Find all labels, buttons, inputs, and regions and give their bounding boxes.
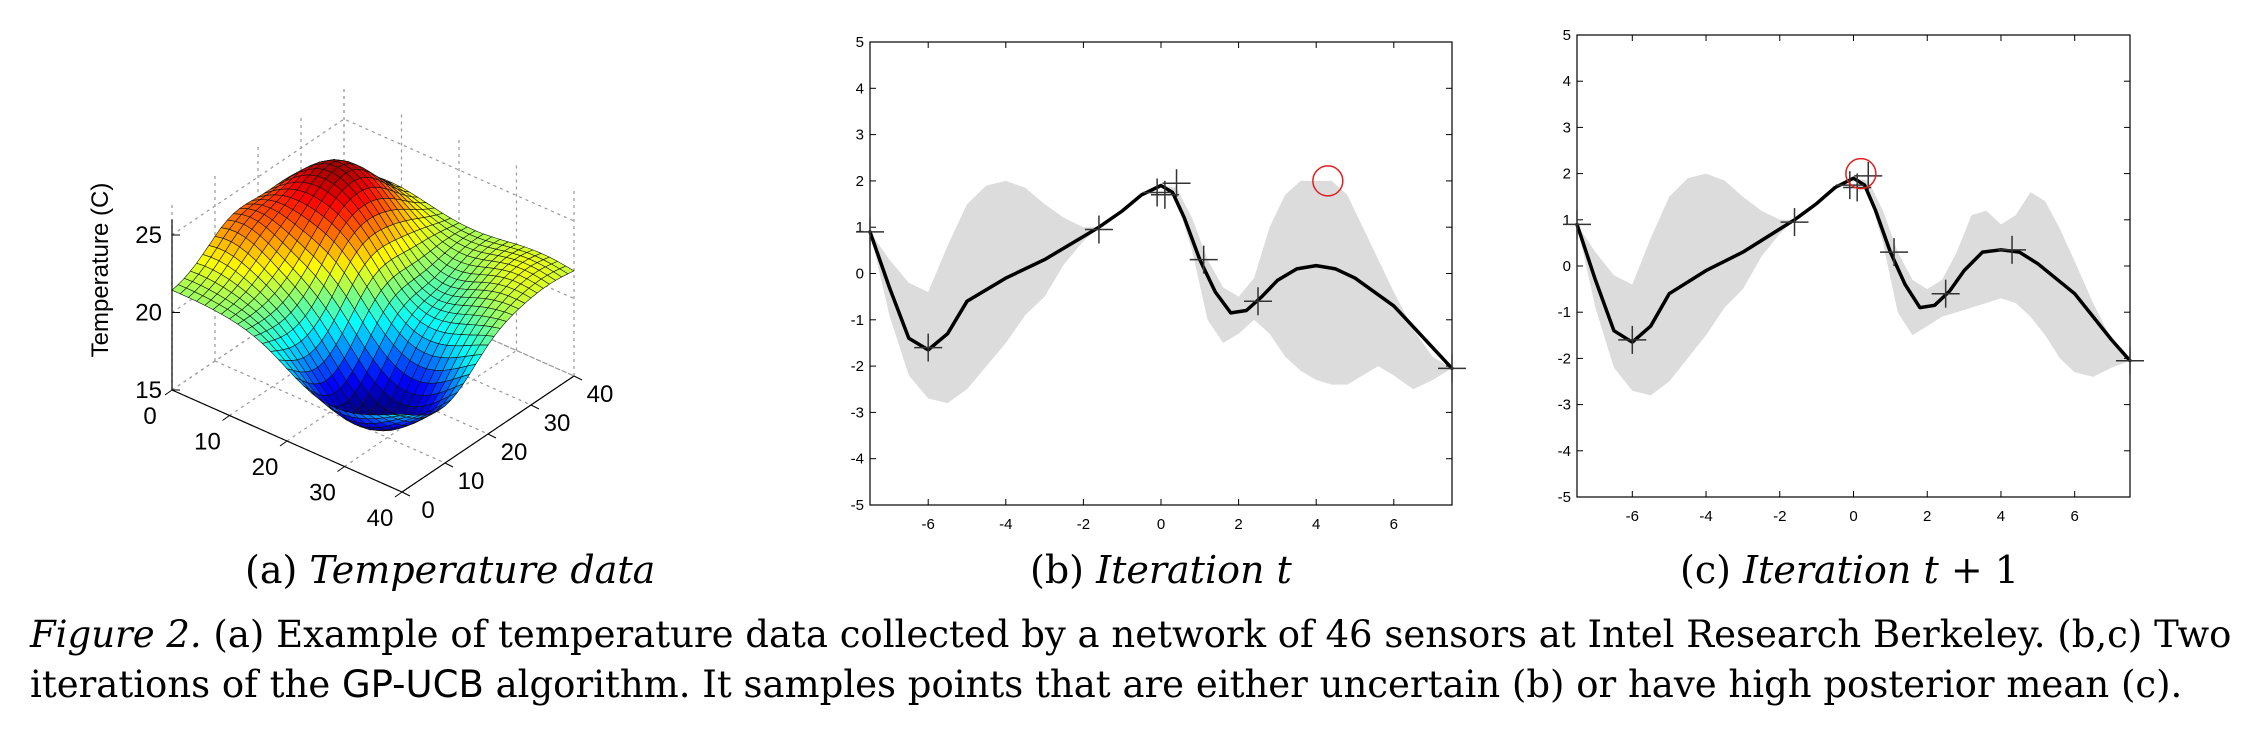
caption-text-1: (a) Example of temperature data collecte… bbox=[30, 613, 2232, 706]
x-tick-label: 30 bbox=[309, 480, 336, 507]
y-tick-label: 3 bbox=[1563, 119, 1571, 136]
figure-label: Figure 2. bbox=[30, 613, 202, 656]
z-tick-label: 25 bbox=[135, 222, 162, 249]
x-tick-label: 6 bbox=[2071, 508, 2079, 525]
x-tick-label: 40 bbox=[367, 505, 394, 532]
y-tick bbox=[401, 491, 411, 497]
subcaption-a: (a) Temperature data bbox=[245, 548, 655, 592]
y-tick-label: -1 bbox=[851, 312, 864, 329]
z-tick-label: 15 bbox=[135, 377, 162, 404]
posterior-mean-line bbox=[868, 183, 1454, 371]
y-tick-label: 3 bbox=[856, 127, 864, 144]
surface-patch bbox=[393, 413, 409, 417]
panel-a-surface-plot: 25 20 15 0 10 20 30 40 0 10 20 30 40 Temperature (C) bbox=[0, 0, 800, 540]
x-tick-label: -6 bbox=[1626, 508, 1639, 525]
y-tick-label: 2 bbox=[856, 173, 864, 190]
x-tick bbox=[164, 389, 173, 396]
y-tick-label: -4 bbox=[851, 451, 864, 468]
algorithm-name: GP-UCB bbox=[342, 663, 484, 706]
y-tick-label: -5 bbox=[1558, 489, 1571, 506]
confidence-band bbox=[1577, 173, 2130, 396]
subcaption-a-title: Temperature data bbox=[309, 548, 656, 592]
y-tick-label: 1 bbox=[856, 219, 864, 236]
line-plot-iteration-t: -5 -4 -3 -2 -1 0 1 2 3 4 5 -6 -4 -2 0 2 4 6 bbox=[851, 34, 1466, 533]
x-tick-label: 0 bbox=[1157, 516, 1165, 533]
y-tick-label: -1 bbox=[1558, 304, 1571, 321]
x-tick-label: -4 bbox=[999, 516, 1012, 533]
z-axis-label: Temperature (C) bbox=[87, 183, 114, 358]
subcaption-b-prefix: (b) bbox=[1030, 548, 1084, 592]
subcaption-c-op: + bbox=[1938, 548, 1995, 592]
y-tick bbox=[444, 462, 454, 468]
subcaption-c-num: 1 bbox=[1994, 548, 2019, 592]
y-tick bbox=[530, 404, 540, 410]
x-tick-label: -2 bbox=[1077, 516, 1090, 533]
y-tick-label: -5 bbox=[851, 497, 864, 514]
y-tick-label: 4 bbox=[1563, 73, 1571, 90]
panel-c-iteration-t-plus-1: -5 -4 -3 -2 -1 0 1 2 3 4 5 -6 -4 -2 0 2 4 6 bbox=[1530, 0, 2268, 540]
x-tick-label: -2 bbox=[1773, 508, 1786, 525]
y-tick bbox=[487, 433, 497, 439]
y-tick bbox=[573, 375, 583, 381]
y-tick-label: 1 bbox=[1563, 212, 1571, 229]
caption-text-2: algorithm. It samples points that are ei… bbox=[483, 663, 2183, 706]
x-tick-label: -6 bbox=[922, 516, 935, 533]
y-tick-label: 0 bbox=[421, 497, 434, 524]
y-tick-label: 4 bbox=[856, 80, 864, 97]
x-tick bbox=[222, 415, 230, 421]
panel-b-iteration-t: -5 -4 -3 -2 -1 0 1 2 3 4 5 -6 -4 -2 0 2 4 6 bbox=[800, 0, 1540, 540]
y-tick-label: -2 bbox=[851, 358, 864, 375]
subcaption-a-prefix: (a) bbox=[245, 548, 298, 592]
posterior-mean-line bbox=[1575, 176, 2132, 363]
x-tick-label: 4 bbox=[1312, 516, 1320, 533]
y-tick-label: -3 bbox=[1558, 397, 1571, 414]
figure-caption: Figure 2. (a) Example of temperature dat… bbox=[30, 610, 2240, 710]
subcaption-c-prefix: (c) bbox=[1680, 548, 1731, 592]
x-tick-label: 0 bbox=[143, 403, 156, 430]
x-tick-label: 20 bbox=[252, 454, 279, 481]
y-tick-label: 0 bbox=[856, 266, 864, 283]
x-tick bbox=[279, 440, 288, 447]
x-tick bbox=[337, 466, 345, 472]
subcaption-c-title: Iteration t bbox=[1743, 548, 1939, 592]
y-tick-label: 5 bbox=[1563, 27, 1571, 44]
x-tick bbox=[394, 491, 403, 498]
x-tick-label: 10 bbox=[194, 429, 221, 456]
confidence-band bbox=[870, 180, 1452, 404]
next-sample-marker bbox=[1312, 165, 1344, 197]
x-tick-label: 2 bbox=[1923, 508, 1931, 525]
x-tick-label: 0 bbox=[1849, 508, 1857, 525]
y-tick-label: 0 bbox=[1563, 258, 1571, 275]
subcaption-b: (b) Iteration t bbox=[1030, 548, 1292, 592]
subcaption-c: (c) Iteration t + 1 bbox=[1680, 548, 2019, 592]
y-tick-label: 2 bbox=[1563, 166, 1571, 183]
x-tick-label: -4 bbox=[1699, 508, 1712, 525]
y-tick-label: 10 bbox=[458, 468, 485, 495]
x-tick-label: 6 bbox=[1390, 516, 1398, 533]
x-tick-label: 4 bbox=[1997, 508, 2005, 525]
z-tick-label: 20 bbox=[135, 300, 162, 327]
y-tick-label: 20 bbox=[501, 439, 528, 466]
subcaption-b-title: Iteration t bbox=[1096, 548, 1292, 592]
y-tick-label: -3 bbox=[851, 404, 864, 421]
y-tick-label: 5 bbox=[856, 34, 864, 51]
y-tick-label: -4 bbox=[1558, 443, 1571, 460]
x-tick-label: 2 bbox=[1234, 516, 1242, 533]
next-sample-marker bbox=[1845, 157, 1877, 190]
line-plot-iteration-t-plus-1: -5 -4 -3 -2 -1 0 1 2 3 4 5 -6 -4 -2 0 2 4 6 bbox=[1558, 27, 2144, 525]
y-tick-label: -2 bbox=[1558, 350, 1571, 367]
y-tick-label: 30 bbox=[544, 410, 571, 437]
temperature-surface bbox=[171, 159, 575, 432]
y-tick-label: 40 bbox=[587, 381, 614, 408]
